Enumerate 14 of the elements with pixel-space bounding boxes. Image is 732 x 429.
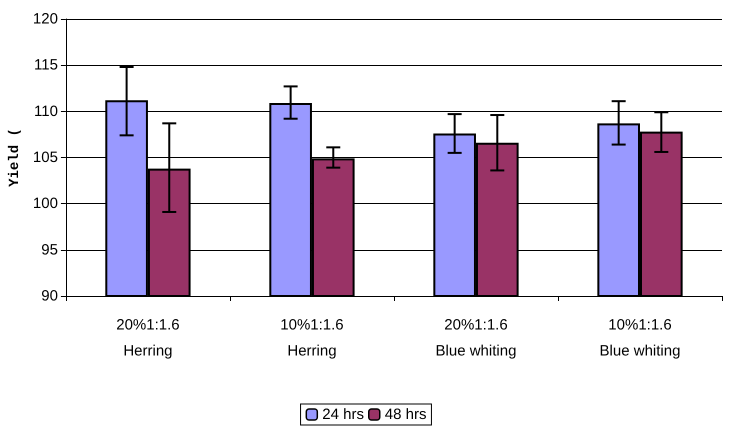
y-tick-label: 110 [34, 102, 58, 120]
legend-label: 24 hrs [322, 406, 364, 423]
y-tick-label: 120 [32, 10, 58, 28]
y-tick-label: 95 [41, 241, 58, 258]
y-tick-label: 90 [41, 288, 58, 304]
legend-label: 48 hrs [384, 406, 426, 423]
x-tick-label: 20%1:1.6 Blue whiting [436, 316, 516, 360]
y-tick-label: 105 [32, 149, 58, 166]
x-tick-label: 20%1:1.6 Herring [116, 316, 180, 360]
y-axis-title: Yield ( [7, 128, 23, 187]
y-tick-label: 115 [34, 56, 58, 74]
y-tick-label: 100 [32, 195, 58, 212]
x-tick-label: 10%1:1.6 Blue whiting [600, 316, 680, 360]
x-tick-label: 10%1:1.6 Herring [280, 316, 344, 360]
